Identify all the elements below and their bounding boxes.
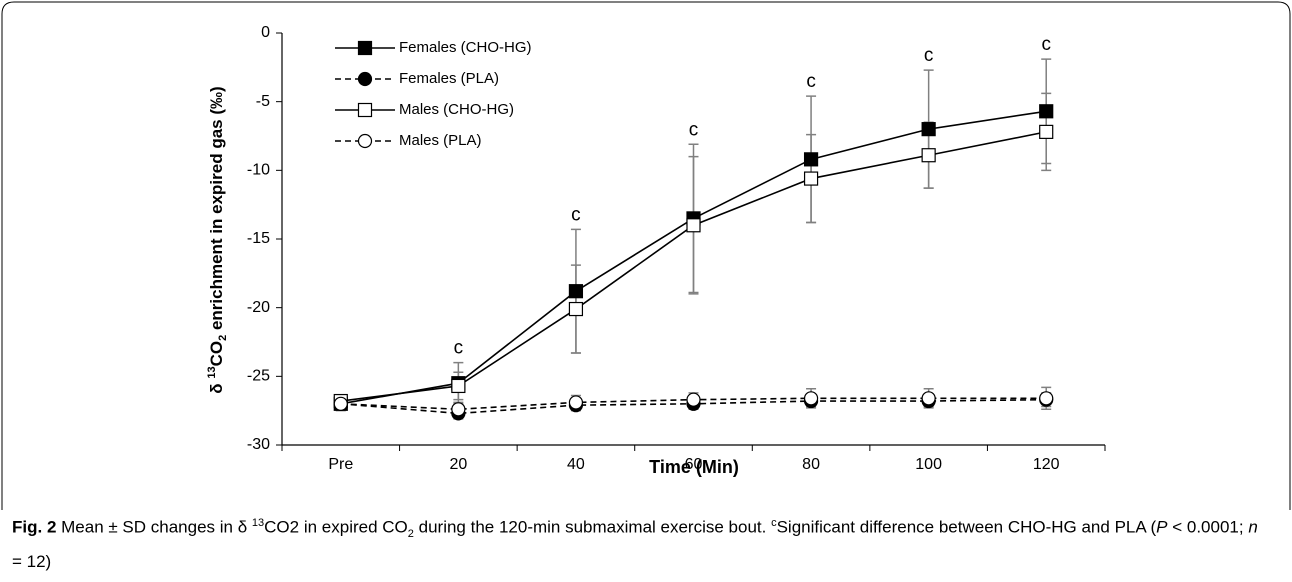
significance-label: c bbox=[924, 45, 934, 66]
x-tick-label: Pre bbox=[328, 456, 353, 473]
marker bbox=[803, 171, 819, 186]
caption-run: n bbox=[1248, 517, 1258, 537]
y-tick-label: -10 bbox=[247, 162, 270, 179]
legend-item: Males (CHO-HG) bbox=[335, 101, 514, 118]
caption-run: 13 bbox=[251, 517, 265, 529]
caption-run: c bbox=[771, 517, 777, 529]
marker bbox=[568, 395, 584, 410]
x-tick-label: 120 bbox=[1033, 456, 1060, 473]
legend-marker bbox=[357, 71, 373, 87]
y-title-part: enrichment in expired gas (‰) bbox=[207, 86, 226, 334]
marker bbox=[686, 392, 701, 407]
caption-run: Fig. 2 bbox=[12, 517, 57, 537]
marker bbox=[921, 122, 936, 137]
significance-label: c bbox=[689, 119, 699, 140]
marker bbox=[333, 396, 348, 411]
legend-item: Females (PLA) bbox=[335, 70, 499, 87]
marker bbox=[1039, 391, 1054, 406]
legend-item: Males (PLA) bbox=[335, 132, 482, 149]
caption-run: 2 bbox=[407, 528, 414, 541]
x-tick-label: 60 bbox=[685, 456, 703, 473]
legend-label: Females (PLA) bbox=[399, 70, 499, 87]
caption-run: Significant difference between CHO-HG an… bbox=[776, 517, 1157, 537]
marker bbox=[686, 218, 701, 233]
marker bbox=[568, 284, 584, 299]
legend-marker bbox=[357, 40, 373, 56]
y-tick-label: -20 bbox=[247, 299, 270, 316]
legend-label: Males (PLA) bbox=[399, 132, 482, 149]
significance-label: c bbox=[806, 71, 816, 92]
y-title-part: δ bbox=[207, 379, 226, 394]
legend-marker bbox=[357, 133, 373, 149]
marker bbox=[451, 378, 466, 394]
y-tick-label: -30 bbox=[247, 436, 270, 453]
legend-item: Females (CHO-HG) bbox=[335, 39, 532, 56]
caption-run: < 0.0001; bbox=[1167, 517, 1249, 537]
legend-label: Males (CHO-HG) bbox=[399, 101, 514, 118]
y-tick-label: 0 bbox=[261, 24, 270, 41]
legend-label: Females (CHO-HG) bbox=[399, 39, 532, 56]
marker bbox=[803, 391, 819, 406]
significance-label: c bbox=[571, 204, 581, 225]
legend-marker bbox=[357, 102, 373, 118]
y-axis-title: δ 13CO2 enrichment in expired gas (‰) bbox=[206, 86, 229, 393]
marker bbox=[451, 402, 466, 417]
y-title-part: 2 bbox=[217, 335, 229, 341]
marker bbox=[568, 301, 584, 317]
significance-label: c bbox=[454, 338, 464, 359]
caption-run: P bbox=[1156, 517, 1168, 537]
y-title-part: CO bbox=[207, 341, 226, 367]
y-tick-label: -25 bbox=[247, 368, 270, 385]
x-tick-label: 40 bbox=[567, 456, 585, 473]
caption: Fig. 2 Mean ± SD changes in δ 13CO2 in e… bbox=[12, 510, 1262, 575]
marker bbox=[921, 148, 936, 163]
significance-label: c bbox=[1041, 34, 1051, 55]
marker bbox=[1039, 124, 1054, 139]
x-tick-label: 100 bbox=[915, 456, 942, 473]
caption-run: during the 120-min submaximal exercise b… bbox=[413, 517, 772, 537]
caption-run: = 12) bbox=[12, 552, 52, 572]
marker bbox=[1039, 104, 1054, 119]
y-tick-label: -15 bbox=[247, 230, 270, 247]
caption-run: Mean ± SD changes in δ bbox=[56, 517, 252, 537]
caption-run: CO2 in expired CO bbox=[264, 517, 408, 537]
x-tick-label: 80 bbox=[802, 456, 820, 473]
y-tick-label: -5 bbox=[256, 93, 270, 110]
y-title-part: 13 bbox=[206, 366, 218, 378]
x-axis-title: Time (Min) bbox=[649, 457, 739, 477]
marker bbox=[803, 152, 819, 167]
x-tick-label: 20 bbox=[449, 456, 467, 473]
figure-border bbox=[1, 1, 1291, 510]
marker bbox=[921, 391, 936, 406]
